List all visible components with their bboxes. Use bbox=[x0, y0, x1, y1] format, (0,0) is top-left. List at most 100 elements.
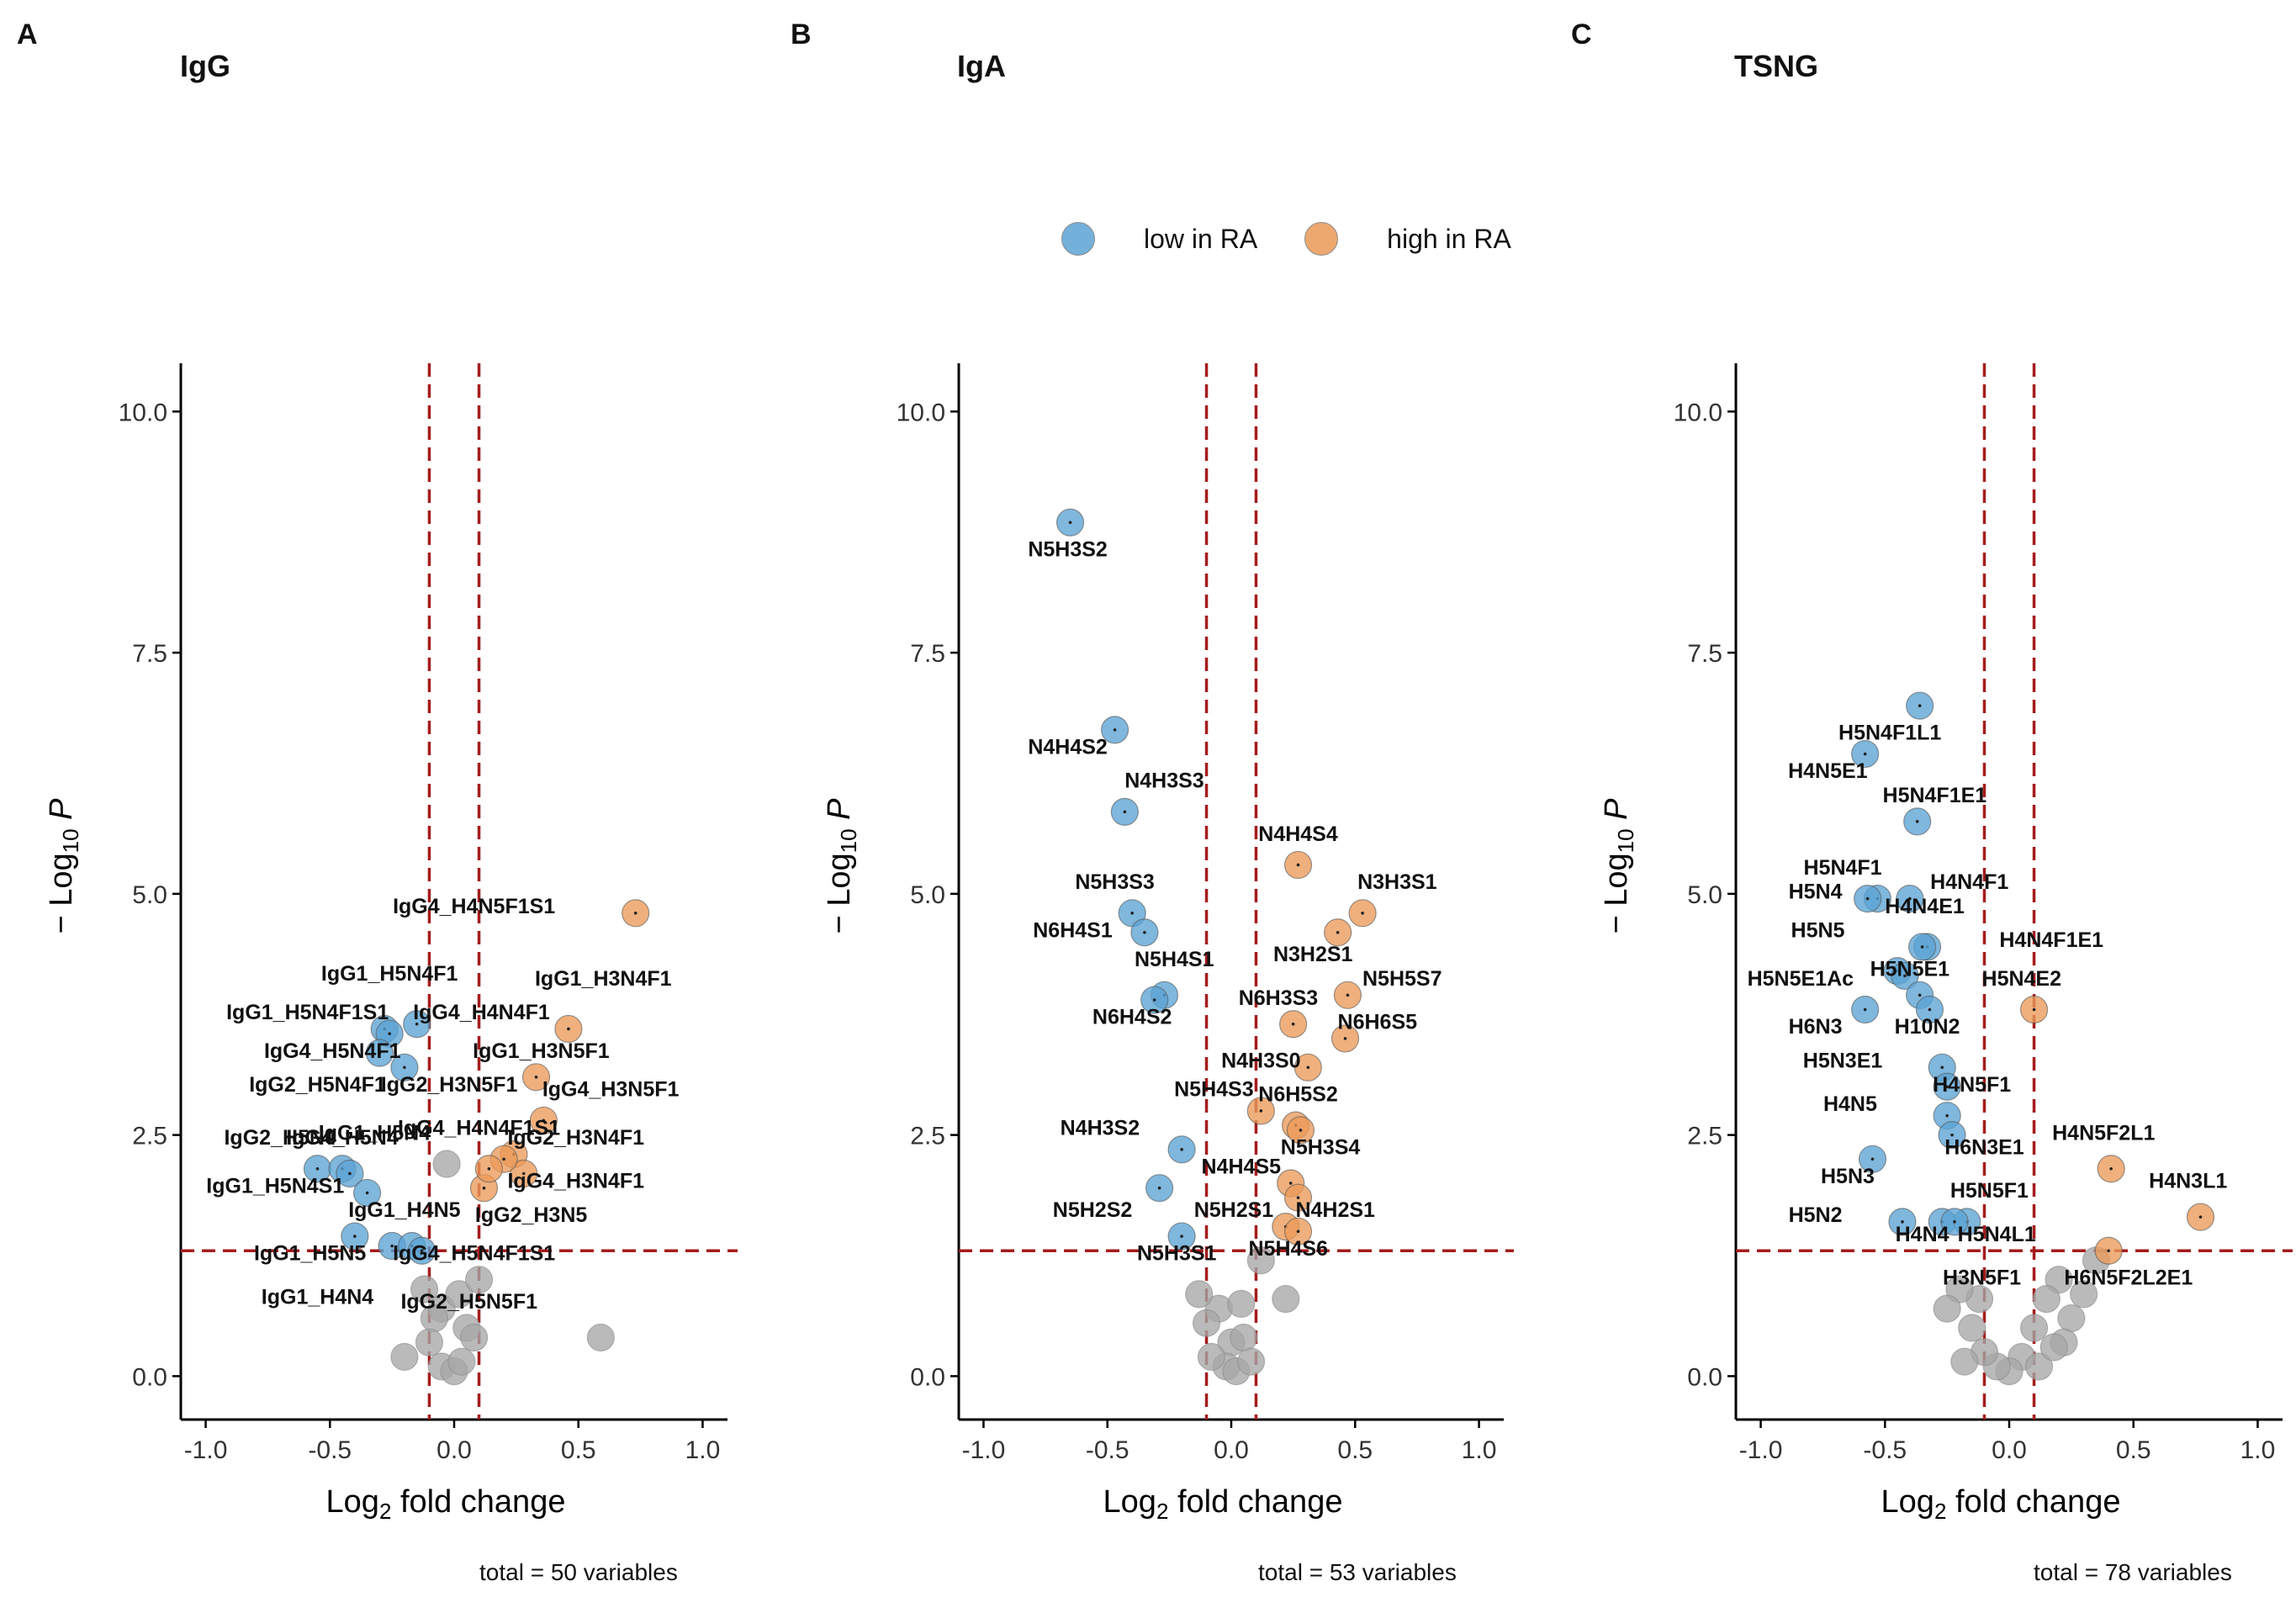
data-point-center bbox=[1346, 993, 1350, 997]
data-point-center bbox=[1361, 912, 1364, 915]
data-point-center bbox=[1950, 1133, 1954, 1137]
point-label: H5N4F1L1 bbox=[1838, 721, 1941, 744]
panel-c-letter: C bbox=[1571, 19, 1592, 50]
data-point-center bbox=[2032, 1007, 2036, 1012]
point-label: IgG2_H3N5 bbox=[475, 1203, 587, 1227]
data-point-center bbox=[1863, 1007, 1867, 1012]
data-point-center bbox=[1908, 896, 1912, 901]
point-label: IgG2_H3N5F1 bbox=[381, 1073, 518, 1097]
point-label: H4N4 bbox=[1896, 1223, 1949, 1246]
x-tick-label: -1.0 bbox=[184, 1436, 228, 1464]
data-point bbox=[2070, 1280, 2098, 1309]
point-label: H5N4F1E1 bbox=[1883, 784, 1987, 807]
point-label: IgG1_H4N4 bbox=[262, 1285, 373, 1309]
point-label: N4H3S3 bbox=[1124, 769, 1204, 793]
point-label: IgG1_H5N5 bbox=[254, 1242, 366, 1266]
data-point bbox=[2019, 1314, 2049, 1342]
data-point-center bbox=[1343, 1037, 1347, 1040]
point-label: IgG4_H4N4F1S1 bbox=[398, 1117, 560, 1140]
data-point bbox=[415, 1328, 444, 1356]
data-point-center bbox=[1296, 863, 1300, 867]
data-point-center bbox=[1918, 704, 1922, 707]
data-point-center bbox=[1953, 1220, 1956, 1224]
point-label: N4H4S4 bbox=[1258, 822, 1338, 846]
legend: low in RA high in RA bbox=[1061, 222, 1558, 256]
y-tick-label: 2.5 bbox=[1687, 1123, 1722, 1150]
data-point-center bbox=[415, 1022, 419, 1026]
x-tick-label: -0.5 bbox=[308, 1436, 352, 1464]
point-label: H6N3E1 bbox=[1944, 1136, 2024, 1160]
legend-item-low: low in RA bbox=[1061, 222, 1257, 256]
point-label: H4N3L1 bbox=[2149, 1170, 2227, 1193]
data-point-center bbox=[2198, 1215, 2203, 1219]
data-point bbox=[2057, 1304, 2086, 1333]
data-point-center bbox=[2107, 1249, 2110, 1253]
data-point-center bbox=[1945, 1085, 1949, 1089]
point-label: N6H4S1 bbox=[1033, 918, 1113, 942]
point-label: IgG2_H5N4 bbox=[224, 1126, 336, 1150]
point-label: H4N4E1 bbox=[1885, 895, 1965, 918]
y-tick-label: 5.0 bbox=[910, 881, 945, 909]
point-label: N5H4S3 bbox=[1174, 1078, 1254, 1102]
point-label: N6H3S3 bbox=[1239, 986, 1319, 1010]
data-point bbox=[1192, 1309, 1221, 1337]
point-label: H5N5F1 bbox=[1950, 1179, 2029, 1203]
data-point-center bbox=[315, 1166, 320, 1171]
data-point-center bbox=[1123, 810, 1127, 814]
point-label: H5N4L1 bbox=[1958, 1223, 2036, 1246]
x-tick-label: 1.0 bbox=[1462, 1436, 1497, 1464]
point-label: H5N4E2 bbox=[1982, 967, 2062, 991]
point-label: N5H3S2 bbox=[1028, 537, 1108, 561]
data-point-center bbox=[1296, 1196, 1300, 1199]
point-label: H4N4F1 bbox=[1930, 870, 2008, 894]
data-point-center bbox=[1143, 930, 1146, 934]
point-label: H5N5E1Ac bbox=[1748, 967, 1854, 991]
x-tick-label: 0.5 bbox=[561, 1436, 596, 1464]
y-tick-label: 10.0 bbox=[897, 399, 945, 426]
y-tick-label: 10.0 bbox=[1674, 399, 1722, 426]
point-label: IgG2_H5N5F1 bbox=[400, 1290, 537, 1314]
data-point-center bbox=[1180, 1148, 1183, 1151]
point-label: IgG1_H3N5F1 bbox=[473, 1039, 610, 1063]
data-point bbox=[2039, 1333, 2068, 1362]
data-point bbox=[445, 1280, 473, 1309]
point-label: N4H4S2 bbox=[1028, 736, 1108, 759]
data-point-center bbox=[633, 912, 637, 915]
data-point bbox=[410, 1275, 439, 1304]
y-tick-label: 2.5 bbox=[910, 1123, 945, 1150]
data-point-center bbox=[1901, 1220, 1904, 1224]
panel-c-title: TSNG bbox=[1734, 49, 1819, 83]
point-label: N6H6S5 bbox=[1338, 1010, 1418, 1034]
point-label: IgG2_H5N4F1 bbox=[249, 1073, 386, 1097]
point-label: N6H4S2 bbox=[1092, 1006, 1172, 1029]
point-label: IgG1_H5N4 bbox=[319, 1121, 431, 1145]
data-point-center bbox=[542, 1118, 546, 1123]
point-label: H4N5F2L1 bbox=[2052, 1121, 2155, 1145]
data-point-center bbox=[502, 1157, 505, 1161]
data-point-center bbox=[534, 1076, 538, 1079]
x-tick-label: 0.0 bbox=[1992, 1436, 2027, 1464]
data-point bbox=[1272, 1285, 1300, 1314]
data-point bbox=[1227, 1289, 1256, 1318]
data-point-center bbox=[1068, 521, 1072, 525]
point-label: IgG4_H3N5F1 bbox=[542, 1078, 680, 1102]
data-point-center bbox=[482, 1186, 486, 1190]
x-tick-label: -0.5 bbox=[1863, 1436, 1907, 1464]
data-point bbox=[1958, 1314, 1987, 1342]
point-label: N3H3S1 bbox=[1357, 870, 1437, 894]
point-label: IgG1_H5N4S1 bbox=[206, 1174, 344, 1198]
data-point bbox=[586, 1323, 615, 1352]
y-tick-label: 7.5 bbox=[910, 640, 945, 668]
point-label: IgG1_H5N4F1S1 bbox=[226, 1001, 389, 1024]
x-tick-label: -1.0 bbox=[962, 1436, 1006, 1464]
point-label: H4N5F1 bbox=[1933, 1073, 2011, 1097]
data-point-center bbox=[1180, 1235, 1183, 1238]
data-point-center bbox=[1291, 1022, 1295, 1026]
panel-c-footer: total = 78 variables bbox=[2034, 1559, 2232, 1585]
point-label: H5N2 bbox=[1789, 1203, 1843, 1227]
data-point bbox=[1933, 1294, 1961, 1323]
point-label: H5N4 bbox=[1789, 880, 1843, 904]
data-point-center bbox=[1903, 974, 1907, 978]
